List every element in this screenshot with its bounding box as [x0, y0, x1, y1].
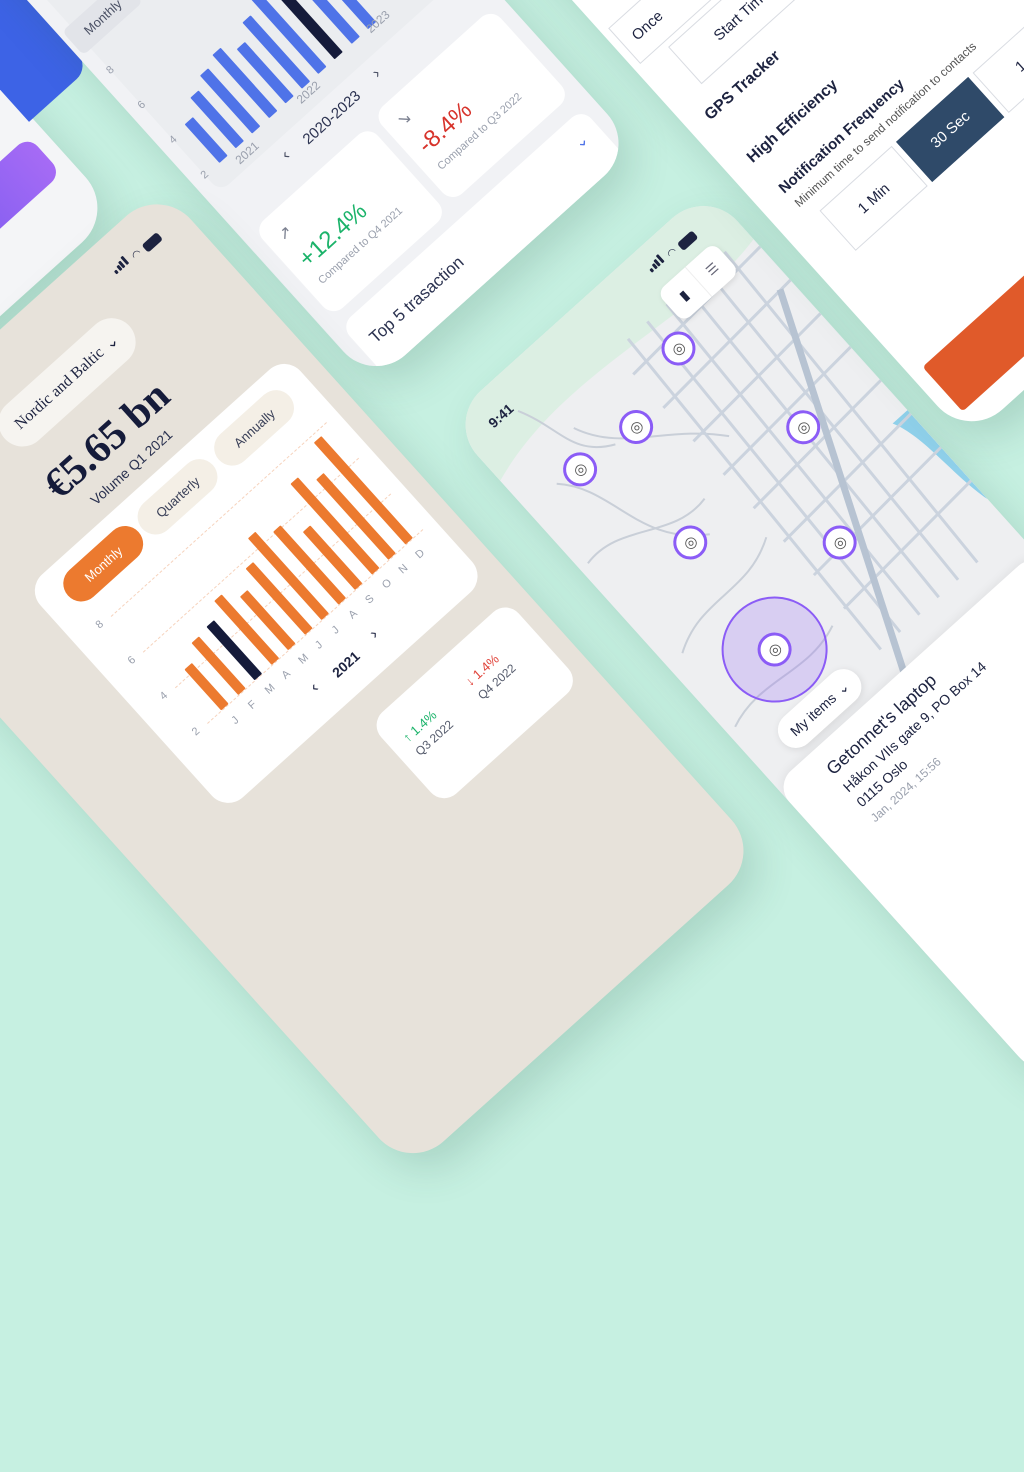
- street: [692, 312, 822, 443]
- street: [662, 278, 792, 409]
- month-label: S: [363, 592, 377, 607]
- chart-bar: [302, 525, 363, 591]
- battery-icon: [141, 231, 164, 253]
- y-tick-label: 2: [189, 725, 203, 739]
- park-area: [446, 187, 754, 481]
- trend-up-icon: ↗: [274, 222, 296, 245]
- street: [665, 303, 921, 616]
- next-year-button[interactable]: ›: [366, 625, 382, 643]
- month-label: M: [262, 681, 278, 697]
- purple-button[interactable]: [0, 136, 62, 261]
- street: [684, 285, 940, 599]
- y-tick-label: 4: [157, 689, 171, 703]
- prev-year-button[interactable]: ‹: [306, 679, 323, 696]
- y-tick-label: 6: [125, 653, 139, 667]
- month-label: J: [229, 714, 242, 727]
- street: [681, 536, 768, 654]
- trend-down-icon: ↘: [393, 108, 416, 131]
- month-label: A: [346, 607, 360, 622]
- street: [842, 479, 973, 610]
- stat-q4: ↓ 1.4% Q4 2022: [462, 647, 518, 702]
- chevron-down-icon[interactable]: ⌄: [570, 130, 593, 153]
- street: [704, 268, 960, 581]
- street: [722, 345, 852, 476]
- month-label: F: [246, 698, 260, 712]
- water-area: [892, 410, 988, 500]
- chevron-down-icon: ⌄: [101, 331, 123, 354]
- prev-range-button[interactable]: ‹: [278, 146, 294, 164]
- next-range-button[interactable]: ›: [368, 65, 385, 82]
- street: [646, 320, 902, 633]
- map-view[interactable]: [446, 187, 1024, 1090]
- main-road: [776, 288, 914, 692]
- chevron-down-icon: ⌄: [832, 677, 853, 698]
- month-label: J: [312, 639, 326, 652]
- status-bar: ◠: [108, 226, 164, 278]
- year-label: 2021: [328, 647, 363, 681]
- street: [782, 412, 912, 543]
- street: [517, 409, 616, 449]
- month-label: M: [296, 651, 312, 667]
- street: [752, 379, 882, 510]
- y-tick-label: 8: [93, 618, 107, 632]
- wifi-icon: ◠: [129, 247, 145, 263]
- street: [587, 497, 706, 564]
- month-label: A: [279, 667, 293, 682]
- month-label: D: [413, 547, 428, 562]
- map-phone: 9:41 ◠ ▮ ☰ ◎ ◎ ◎ ◎ ◎ ◎ ◎ My items ⌄ Getonnet's…: [446, 187, 1024, 1091]
- month-label: O: [379, 576, 395, 592]
- street: [626, 337, 882, 651]
- street: [734, 625, 834, 728]
- signal-icon: [108, 253, 133, 278]
- stat-q3: ↑ 1.4% Q3 2022: [400, 703, 456, 758]
- month-label: N: [396, 562, 411, 577]
- month-label: J: [329, 623, 342, 637]
